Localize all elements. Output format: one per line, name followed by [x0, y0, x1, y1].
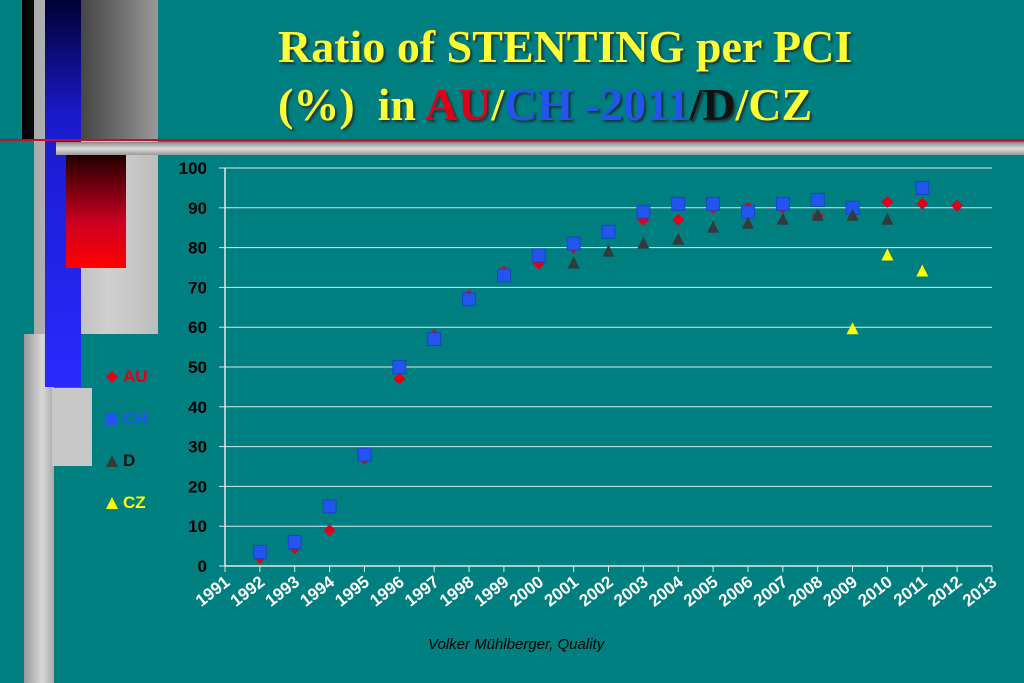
- chart-legend: AU CH D CZ: [104, 356, 174, 524]
- deco-gray-line: [56, 142, 1024, 155]
- legend-label-au: AU: [123, 367, 148, 386]
- deco-red-bar: [66, 155, 126, 268]
- legend-label-cz: CZ: [123, 493, 146, 512]
- title-separator: /: [491, 79, 505, 130]
- title-au: AU: [424, 79, 492, 130]
- footer-author: Volker Mühlberger, Quality: [428, 636, 605, 653]
- title-line-1: Ratio of STENTING per PCI: [278, 21, 853, 72]
- title-line-2-prefix: (%) in: [278, 79, 425, 130]
- title-separator: /: [735, 79, 749, 130]
- deco-red-line: [0, 139, 1024, 141]
- slide-title: Ratio of STENTING per PCI (%) in AU/CH -…: [278, 18, 998, 134]
- legend-item-au: AU: [104, 356, 174, 398]
- triangle-icon: [104, 497, 120, 509]
- title-separator: /: [689, 79, 703, 130]
- legend-item-d: D: [104, 440, 174, 482]
- legend-label-ch: CH: [123, 409, 148, 428]
- legend-item-ch: CH: [104, 398, 174, 440]
- title-cz: CZ: [748, 79, 813, 130]
- square-icon: [104, 413, 120, 425]
- title-ch: CH -2011: [504, 79, 690, 130]
- legend-label-d: D: [123, 451, 136, 470]
- diamond-icon: [104, 371, 120, 383]
- deco-gray-column: [24, 334, 54, 683]
- triangle-icon: [104, 455, 120, 467]
- title-line-2: (%) in AU/CH -2011/D/CZ: [278, 76, 998, 134]
- deco-gray-block: [52, 388, 92, 466]
- title-d: D: [702, 79, 736, 130]
- legend-item-cz: CZ: [104, 482, 174, 524]
